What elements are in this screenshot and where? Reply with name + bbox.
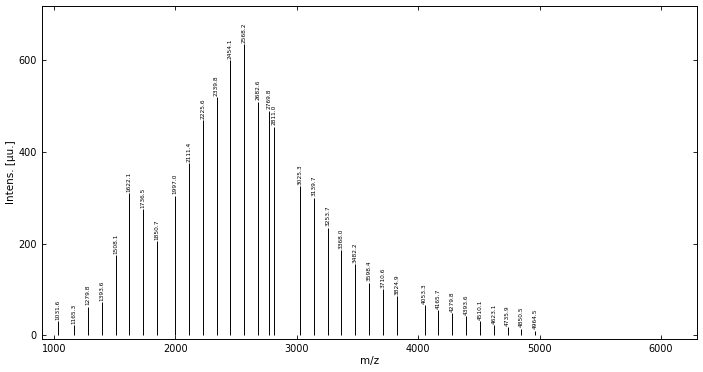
- Text: 2111.4: 2111.4: [186, 142, 191, 162]
- Text: 3824.9: 3824.9: [394, 274, 399, 295]
- Text: 4964.5: 4964.5: [533, 309, 538, 329]
- Text: 3482.2: 3482.2: [353, 242, 358, 263]
- Text: 2769.8: 2769.8: [266, 89, 271, 109]
- Text: 2339.8: 2339.8: [214, 75, 219, 96]
- Text: 1736.5: 1736.5: [141, 187, 146, 208]
- Text: 1508.1: 1508.1: [113, 233, 118, 254]
- Text: 2811.0: 2811.0: [271, 105, 276, 125]
- Text: 1997.0: 1997.0: [172, 174, 177, 194]
- Text: 4735.9: 4735.9: [505, 305, 510, 326]
- Text: 2682.6: 2682.6: [256, 80, 261, 100]
- Text: 2225.6: 2225.6: [200, 98, 205, 119]
- Text: 3253.7: 3253.7: [325, 206, 330, 226]
- Text: 1393.6: 1393.6: [99, 280, 104, 301]
- Text: 4393.6: 4393.6: [463, 294, 468, 315]
- Text: 4279.8: 4279.8: [450, 291, 455, 312]
- Text: 2454.1: 2454.1: [228, 39, 233, 59]
- Text: 1279.8: 1279.8: [85, 285, 90, 305]
- Text: 4623.1: 4623.1: [491, 303, 496, 324]
- Text: 3598.4: 3598.4: [367, 260, 372, 281]
- Y-axis label: Intens. [µu.]: Intens. [µu.]: [6, 140, 15, 204]
- Text: 2568.2: 2568.2: [242, 23, 247, 43]
- Text: 3368.0: 3368.0: [339, 228, 344, 249]
- Text: 1165.3: 1165.3: [72, 304, 77, 324]
- Text: 3025.3: 3025.3: [297, 164, 302, 185]
- Text: 4053.3: 4053.3: [422, 283, 427, 304]
- Text: 4165.7: 4165.7: [436, 288, 441, 309]
- Text: 4510.1: 4510.1: [477, 300, 482, 320]
- Text: 1031.6: 1031.6: [55, 300, 60, 320]
- Text: 3710.6: 3710.6: [380, 267, 385, 288]
- Text: 1850.7: 1850.7: [155, 219, 160, 240]
- Text: 3139.7: 3139.7: [311, 176, 316, 196]
- Text: 1622.1: 1622.1: [127, 171, 132, 192]
- X-axis label: m/z: m/z: [360, 356, 379, 366]
- Text: 4850.5: 4850.5: [519, 307, 524, 327]
